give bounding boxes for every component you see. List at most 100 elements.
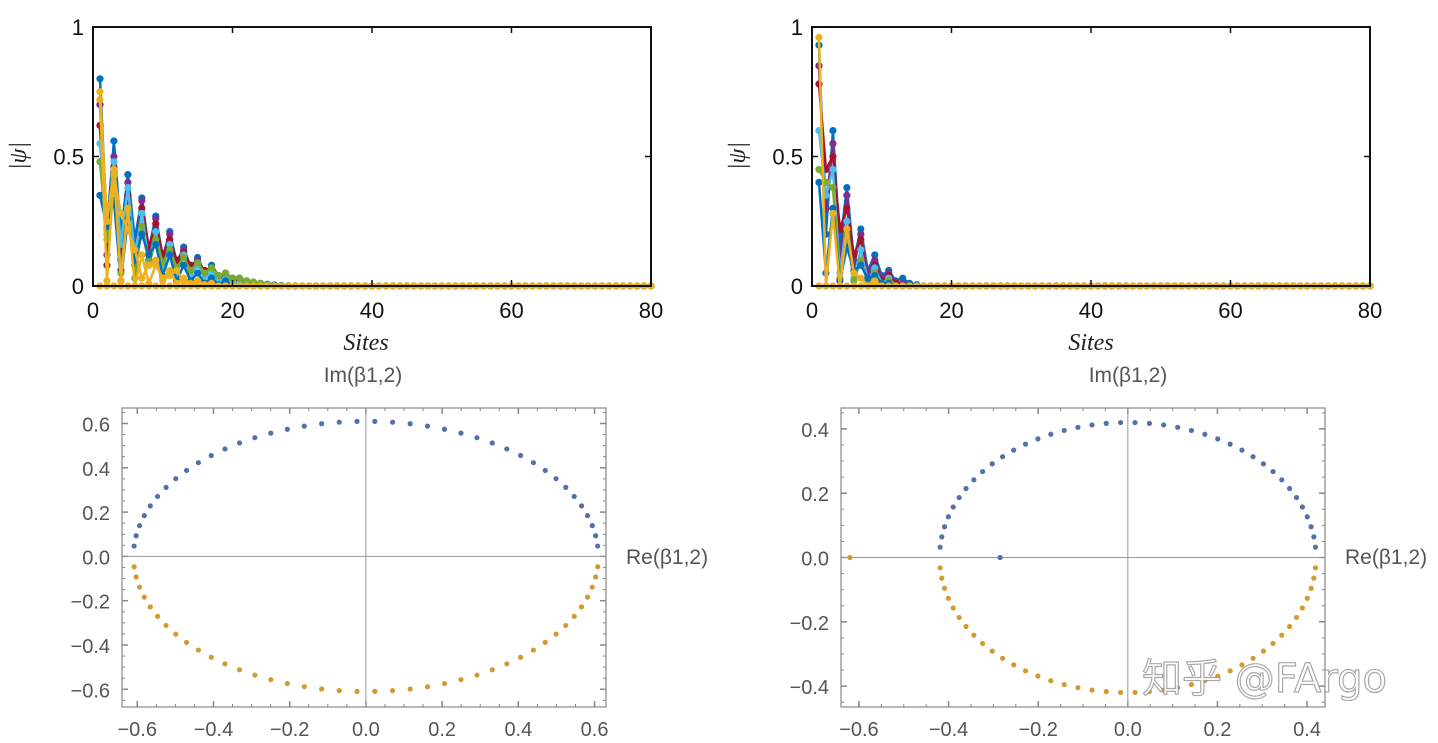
data-point <box>1188 681 1195 688</box>
data-point <box>424 423 431 429</box>
data-point <box>517 654 524 660</box>
data-point <box>252 672 258 678</box>
data-point <box>1308 524 1314 530</box>
data-point <box>124 171 132 179</box>
data-point <box>1175 685 1181 691</box>
y-tick-label: 0 <box>72 274 84 299</box>
data-point <box>152 220 160 228</box>
data-point <box>999 454 1006 460</box>
series-line <box>817 45 1370 288</box>
series-line <box>817 130 1370 288</box>
data-point <box>1075 424 1081 430</box>
data-point <box>136 584 143 590</box>
tick-group: −0.6 −0.4 −0.2 0.0 0.2 0.4 0.6 −0.6 −0.4 −0.2 0.0 0… <box>71 408 609 741</box>
data-point <box>474 435 480 441</box>
data-point <box>971 477 977 483</box>
data-point <box>815 165 823 174</box>
series-line <box>817 83 1370 288</box>
data-point <box>563 622 569 629</box>
data-point <box>407 421 413 427</box>
data-point <box>945 514 951 520</box>
data-point <box>147 503 153 509</box>
watermark: 知乎 @FArgo <box>1142 656 1387 702</box>
data-point <box>530 647 537 653</box>
data-point <box>441 426 448 432</box>
data-point <box>319 686 325 692</box>
x-tick-label: 0 <box>806 298 818 323</box>
data-point <box>319 421 325 427</box>
x-tick-label: 0.4 <box>1293 719 1321 741</box>
data-point <box>1299 605 1305 611</box>
data-point <box>1215 436 1221 442</box>
data-point <box>195 460 202 466</box>
data-point <box>857 256 865 264</box>
tick-group: 0 20 40 60 80 0 0.5 1 <box>53 15 663 323</box>
data-point <box>180 261 188 269</box>
data-point <box>941 524 948 530</box>
data-point <box>138 196 146 205</box>
series-state-6 <box>815 178 1374 290</box>
data-point <box>593 574 599 580</box>
data-point <box>96 191 104 199</box>
axes-frame <box>121 407 607 708</box>
data-point <box>194 269 202 277</box>
data-point <box>937 565 943 571</box>
data-point <box>1293 494 1300 501</box>
x-tick-label: −0.4 <box>194 719 233 741</box>
series-state-4 <box>815 127 1374 290</box>
data-point <box>141 513 147 519</box>
series-line <box>817 37 1370 288</box>
data-point <box>871 251 879 259</box>
data-point <box>829 127 837 135</box>
data-point <box>843 191 851 199</box>
data-point <box>847 554 853 561</box>
data-point <box>829 152 837 161</box>
x-tick-label: 0.6 <box>581 719 609 741</box>
data-point <box>939 534 945 540</box>
data-point <box>871 256 879 264</box>
data-point <box>950 605 956 611</box>
data-point <box>222 661 228 667</box>
y-tick-label: −0.6 <box>71 680 110 702</box>
y-axis-label: |ψ| <box>6 142 32 170</box>
data-point <box>593 533 599 539</box>
data-point <box>124 178 132 186</box>
data-point <box>595 543 601 549</box>
data-point <box>389 688 396 694</box>
data-point <box>138 222 146 231</box>
data-point <box>228 274 237 282</box>
data-point <box>145 251 153 259</box>
data-point <box>857 235 865 243</box>
data-point <box>96 75 104 83</box>
data-point <box>195 647 202 653</box>
data-point <box>207 274 216 282</box>
y-tick-label: 0.6 <box>82 415 110 437</box>
x-axis-label: Re(β1,2) <box>1345 546 1427 569</box>
axes-frame <box>811 26 1371 287</box>
data-point <box>829 165 837 174</box>
data-point <box>1035 673 1041 679</box>
x-tick-label: 0.2 <box>1204 719 1232 741</box>
data-point <box>1061 681 1067 688</box>
data-point <box>815 33 823 41</box>
x-tick-label: −0.2 <box>270 719 309 741</box>
data-point <box>124 225 132 233</box>
data-point <box>971 632 977 638</box>
data-point <box>871 277 879 285</box>
data-point <box>843 183 851 192</box>
data-point <box>1011 447 1017 453</box>
data-point <box>843 217 851 225</box>
data-point <box>424 684 431 690</box>
data-point <box>1299 504 1305 510</box>
series-β2 <box>847 554 1319 696</box>
data-point <box>857 274 865 282</box>
data-point <box>166 272 174 280</box>
data-point <box>133 533 139 539</box>
data-point <box>208 452 214 459</box>
x-axis-label: Sites <box>343 330 388 356</box>
data-point <box>1188 427 1195 434</box>
data-point <box>1260 648 1267 654</box>
data-point <box>504 446 510 452</box>
data-point <box>553 476 559 482</box>
data-point <box>336 419 342 425</box>
